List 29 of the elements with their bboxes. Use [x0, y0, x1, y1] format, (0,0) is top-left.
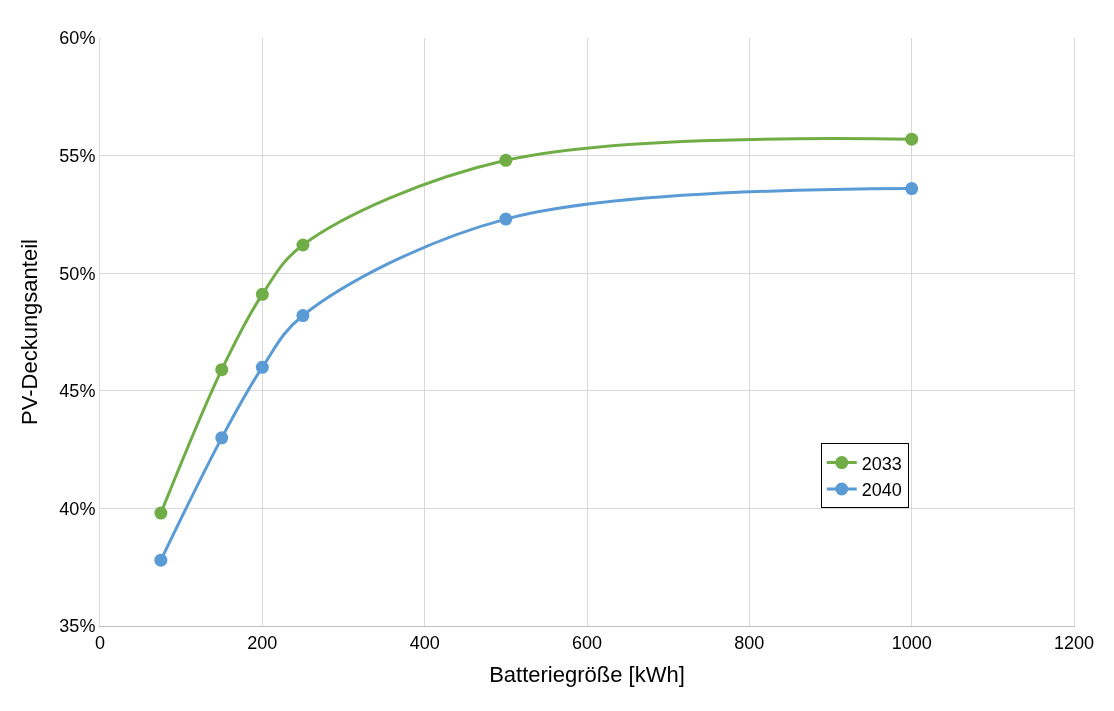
x-tick-label: 200 [247, 632, 278, 653]
point [215, 363, 229, 377]
point [154, 506, 168, 520]
y-tick-label: 55% [59, 145, 96, 166]
x-tick-label: 1200 [1053, 632, 1095, 653]
point [499, 212, 513, 226]
y-tick-label: 50% [59, 263, 96, 284]
point [255, 287, 269, 301]
point [905, 182, 919, 196]
legend-label: 2040 [861, 480, 902, 501]
y-axis-title: PV-Deckungsanteil [17, 239, 43, 425]
point [499, 153, 513, 167]
legend-label: 2033 [861, 453, 902, 474]
point [215, 431, 229, 445]
point [905, 132, 919, 146]
y-tick-label: 35% [59, 616, 96, 637]
y-tick-label: 45% [59, 381, 96, 402]
x-tick-label: 1000 [891, 632, 932, 653]
point [296, 309, 310, 323]
y-tick-label: 40% [59, 498, 96, 519]
x-tick-label: 800 [734, 632, 765, 653]
point [255, 360, 269, 374]
point [296, 238, 310, 252]
x-tick-label: 600 [571, 632, 603, 653]
x-axis-title: Batteriegröße [kWh] [489, 662, 685, 688]
point [154, 553, 168, 567]
x-tick-label: 400 [409, 632, 440, 653]
y-tick-label: 60% [59, 28, 96, 49]
x-tick-label: 0 [94, 632, 106, 653]
